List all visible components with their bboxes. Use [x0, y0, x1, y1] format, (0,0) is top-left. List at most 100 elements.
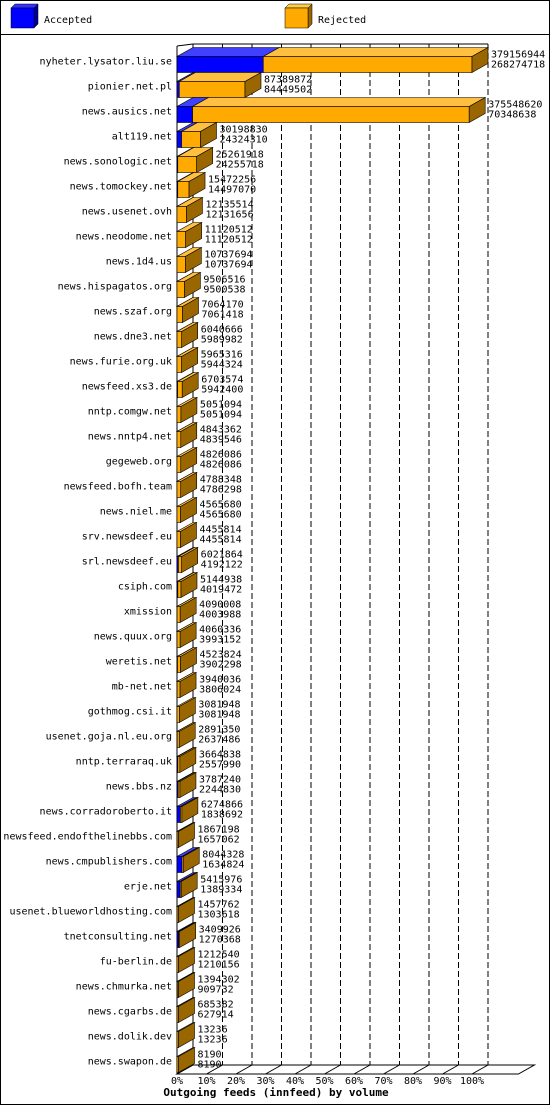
tick-label: 100% [460, 1076, 484, 1087]
bar-rejected-side [178, 996, 195, 1024]
bar-rejected-side [471, 46, 489, 74]
axis-tick [324, 1064, 341, 1075]
bar-rejected-side [178, 971, 195, 999]
value-rejected: 24255718 [216, 160, 264, 171]
tick-label: 60% [345, 1076, 363, 1087]
bar-rejected [176, 606, 181, 623]
value-rejected: 3806024 [199, 685, 241, 696]
bar-rejected [176, 356, 182, 373]
host-label: erje.net [124, 882, 172, 893]
y-axis-top [176, 43, 194, 47]
bar-rejected [177, 156, 197, 173]
host-label: news.1d4.us [106, 257, 172, 268]
bar-accepted [176, 131, 182, 148]
tick-label: 70% [374, 1076, 392, 1087]
bar-rejected-top [262, 47, 490, 57]
legend-accepted-swatch-top [10, 3, 39, 9]
host-label: nyheter.lysator.liu.se [40, 57, 172, 68]
bar-rejected [176, 331, 182, 348]
host-label: pionier.net.pl [88, 82, 172, 93]
bar-rejected-side [178, 1021, 195, 1049]
host-label: srl.newsdeef.eu [82, 557, 172, 568]
value-rejected: 8190 [198, 1060, 222, 1071]
legend: Accepted Rejected [10, 3, 366, 29]
host-label: news.cgarbs.de [88, 1007, 172, 1018]
bar-rejected [176, 506, 181, 523]
host-label: tnetconsulting.net [64, 932, 172, 943]
host-label: news.tomockey.net [70, 182, 172, 193]
value-rejected: 627914 [198, 1010, 234, 1021]
bar-accepted [176, 56, 264, 73]
bar-group [175, 596, 198, 624]
value-offered: 12135514 [205, 200, 253, 211]
host-label: fu-berlin.de [100, 957, 172, 968]
bar-group [175, 921, 197, 949]
bar-group [175, 446, 198, 474]
axis-tick [294, 1064, 312, 1075]
bars [175, 46, 490, 1074]
legend-rejected-swatch-top [284, 3, 313, 9]
bar-rejected-side [186, 196, 203, 224]
bar-rejected-side [180, 571, 198, 599]
bar-rejected-side [180, 446, 198, 474]
bar-rejected-side [179, 621, 197, 649]
value-offered: 1457762 [198, 900, 240, 911]
bar-rejected [176, 481, 182, 498]
bar-accepted [176, 856, 183, 873]
bar-group [175, 621, 198, 649]
value-rejected: 70348638 [488, 110, 536, 121]
bar-group [175, 121, 218, 149]
value-rejected: 5051094 [200, 410, 242, 421]
value-rejected: 5942400 [201, 385, 243, 396]
axis-tick [206, 1064, 223, 1075]
legend-accepted-label: Accepted [44, 15, 92, 26]
legend-rejected: Rejected [284, 3, 366, 29]
value-offered: 6021864 [201, 550, 243, 561]
host-label: news.sonologic.net [64, 157, 172, 168]
bar-rejected [176, 731, 180, 748]
bar-rejected [262, 56, 473, 73]
value-rejected: 12131656 [205, 210, 253, 221]
bar-group [175, 496, 198, 524]
bar-group [175, 821, 196, 849]
value-rejected: 10737694 [204, 260, 252, 271]
value-rejected: 1657062 [198, 835, 240, 846]
bar-rejected [176, 431, 182, 448]
axis-tick [442, 1064, 459, 1075]
value-offered: 375548620 [488, 100, 542, 111]
tick-label: 0% [171, 1076, 183, 1087]
value-offered: 379156944 [491, 50, 545, 61]
value-offered: 4843362 [200, 425, 242, 436]
x-axis-title: Outgoing feeds (innfeed) by volume [163, 1086, 389, 1099]
value-offered: 1212540 [198, 950, 240, 961]
bar-group [175, 696, 197, 724]
value-offered: 11120512 [205, 225, 253, 236]
bar-rejected-side [181, 371, 199, 399]
value-rejected: 2557990 [199, 760, 241, 771]
bar-group [175, 371, 200, 399]
host-label: newsfeed.endofthelinebbs.com [3, 832, 172, 843]
bar-group [175, 571, 199, 599]
value-offered: 4523824 [200, 650, 242, 661]
value-offered: 15472256 [208, 175, 256, 186]
bar-rejected-side [185, 246, 202, 274]
value-rejected: 3993152 [199, 635, 241, 646]
bar-rejected [178, 556, 182, 573]
bar-rejected [177, 381, 183, 398]
bar-rejected-side [185, 221, 202, 249]
value-offered: 9506516 [203, 275, 245, 286]
bar-accepted [176, 106, 193, 123]
host-label: news.chmurka.net [76, 982, 172, 993]
host-label: news.hispagatos.org [58, 282, 172, 293]
legend-accepted-swatch [10, 7, 35, 29]
value-rejected: 1303618 [198, 910, 240, 921]
value-rejected: 2244830 [199, 785, 241, 796]
bar-rejected [176, 681, 181, 698]
bar-rejected-side [178, 1046, 195, 1074]
value-offered: 5051094 [200, 400, 242, 411]
host-label: usenet.goja.nl.eu.org [46, 732, 172, 743]
legend-rejected-swatch-side [307, 3, 313, 29]
value-rejected: 9500538 [203, 285, 245, 296]
axis-tick [383, 1064, 400, 1075]
